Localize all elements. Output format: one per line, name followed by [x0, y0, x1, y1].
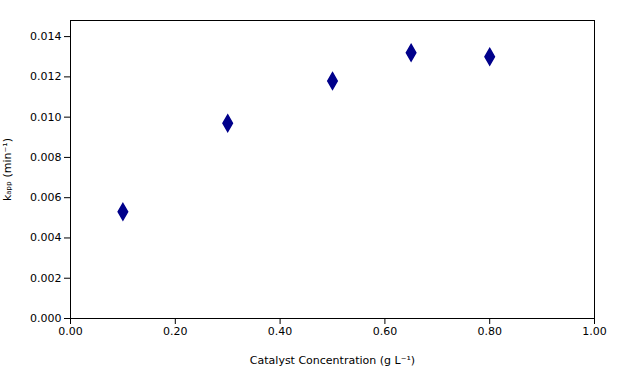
- svg-text:0.002: 0.002: [30, 272, 62, 285]
- svg-text:Catalyst Concentration (g L⁻¹): Catalyst Concentration (g L⁻¹): [250, 354, 415, 366]
- svg-text:1.00: 1.00: [582, 325, 607, 338]
- svg-text:0.014: 0.014: [30, 30, 62, 43]
- svg-text:0.00: 0.00: [58, 325, 83, 338]
- svg-text:kₐₚₚ (min⁻¹): kₐₚₚ (min⁻¹): [1, 138, 14, 201]
- svg-text:0.40: 0.40: [268, 325, 293, 338]
- svg-text:0.010: 0.010: [30, 111, 62, 124]
- svg-text:0.20: 0.20: [163, 325, 188, 338]
- svg-text:0.006: 0.006: [30, 191, 62, 204]
- svg-text:0.60: 0.60: [373, 325, 398, 338]
- svg-text:0.000: 0.000: [30, 312, 62, 325]
- svg-text:0.012: 0.012: [30, 70, 62, 83]
- svg-text:0.004: 0.004: [30, 231, 62, 244]
- svg-text:0.008: 0.008: [30, 151, 62, 164]
- svg-text:0.80: 0.80: [477, 325, 502, 338]
